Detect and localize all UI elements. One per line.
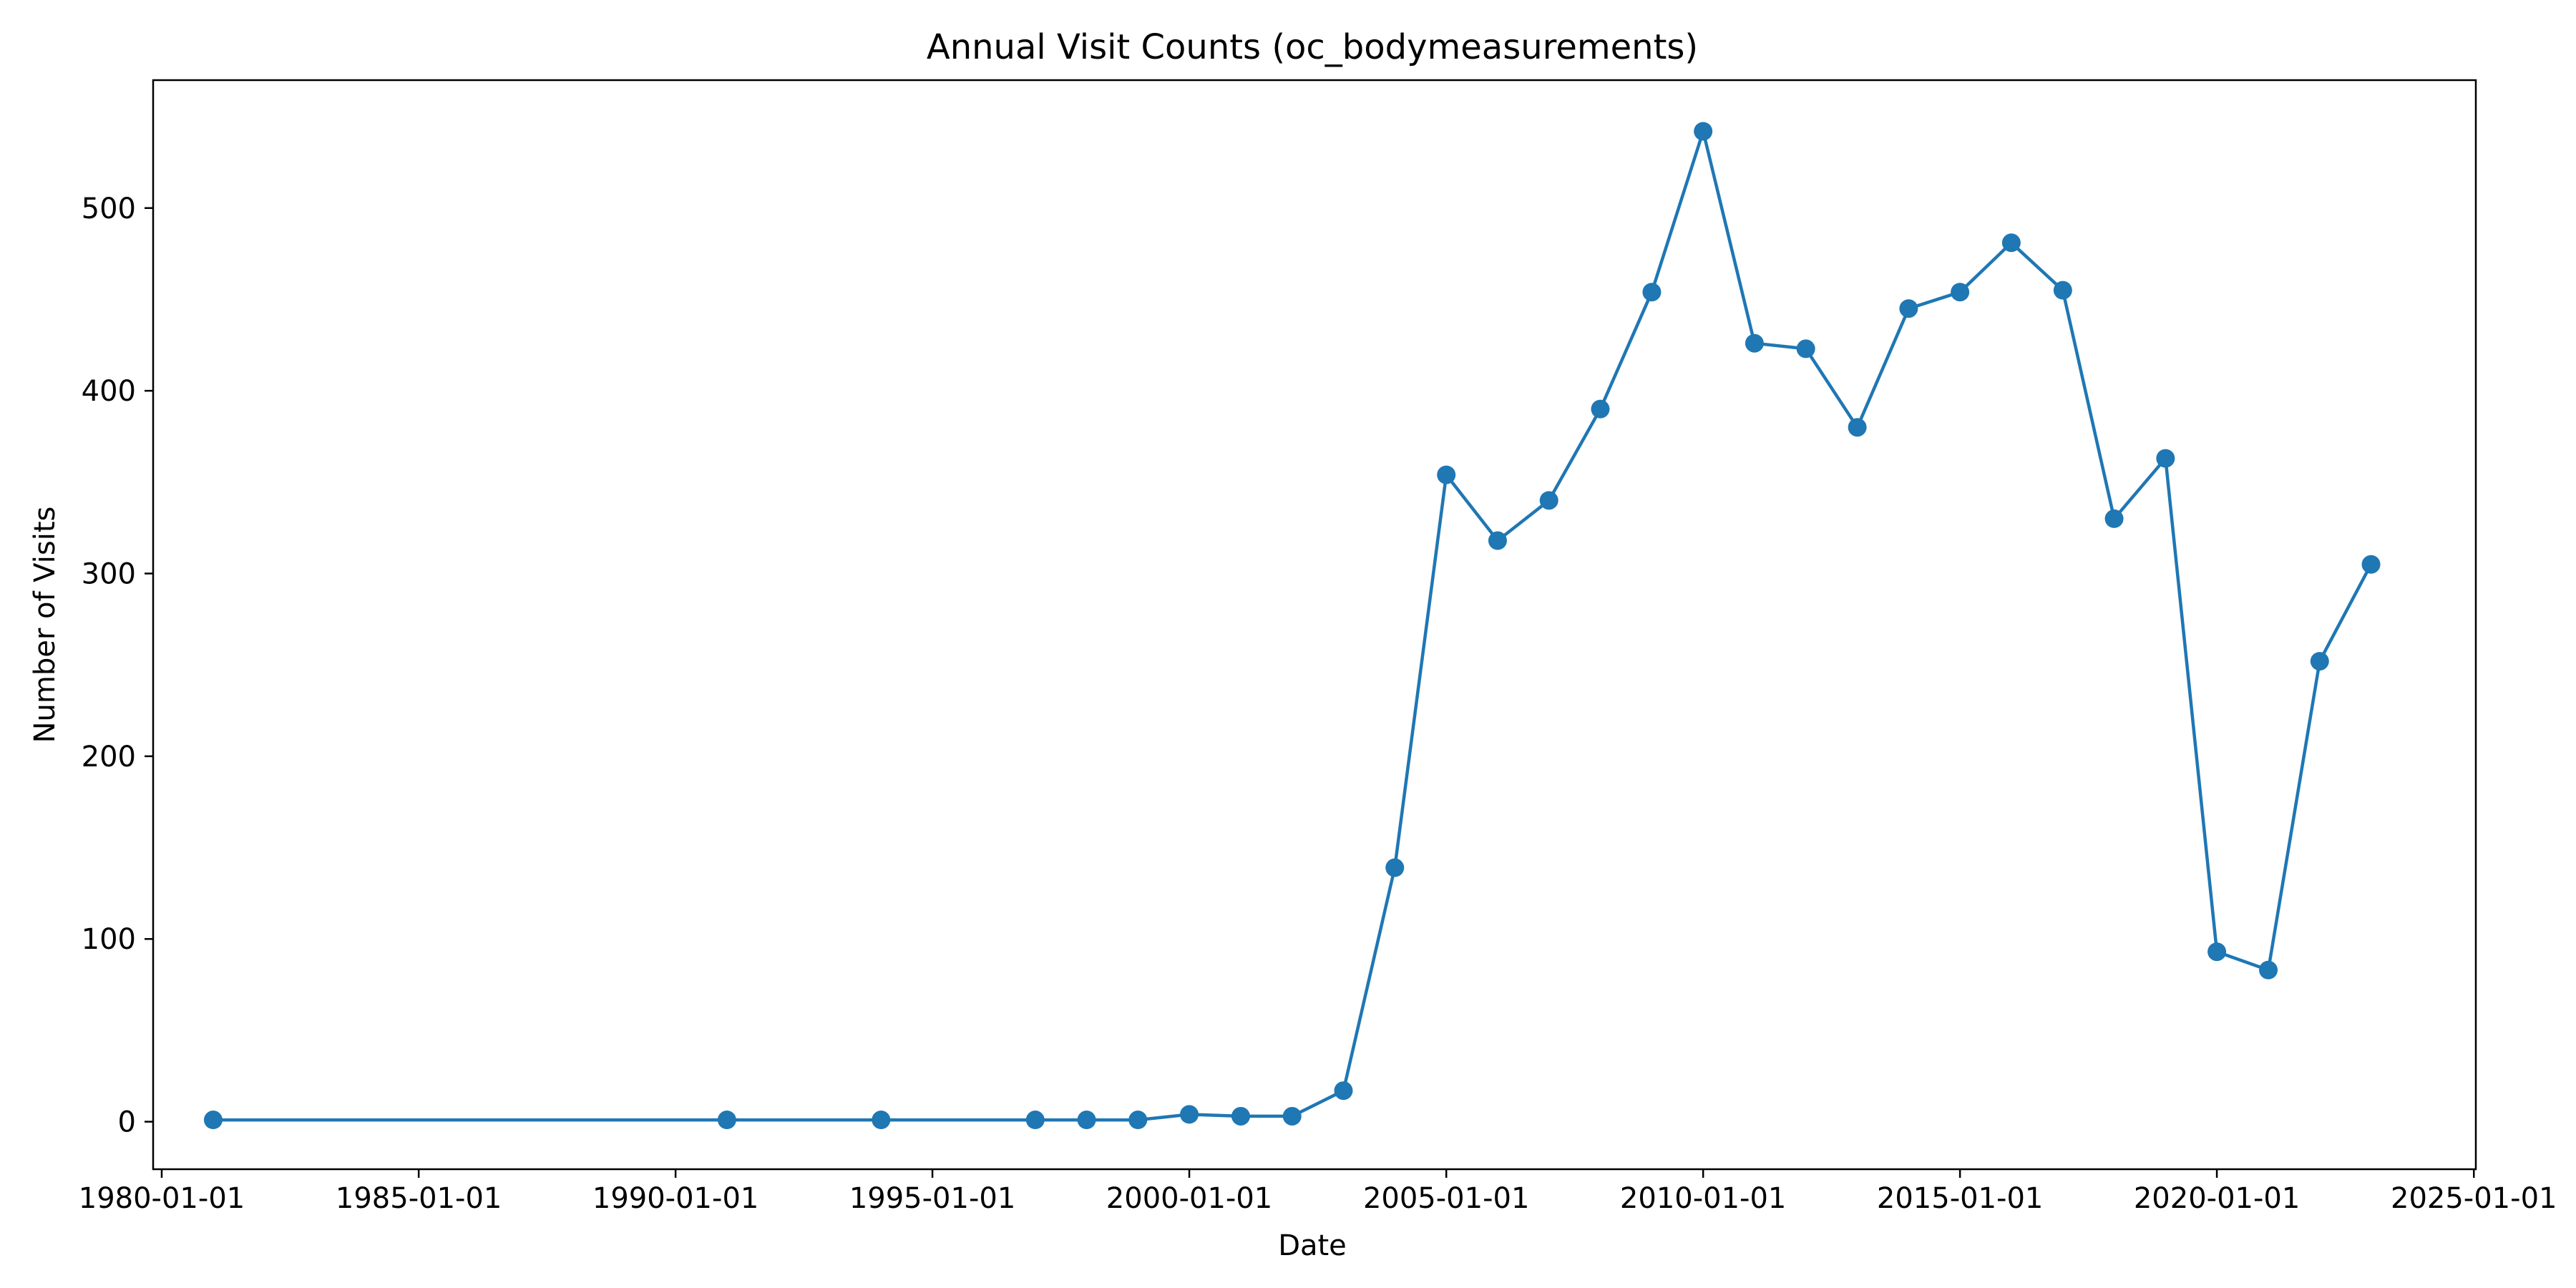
- data-point: [2259, 960, 2278, 980]
- plot-area-frame: [152, 79, 2477, 1171]
- data-point: [1951, 283, 1970, 302]
- data-point: [872, 1111, 891, 1130]
- data-point: [2310, 652, 2329, 671]
- data-point: [2104, 509, 2124, 528]
- x-axis-label: Date: [1278, 1229, 1347, 1262]
- data-point: [203, 1111, 223, 1130]
- data-point: [1745, 333, 1764, 353]
- y-tick-label: 0: [118, 1106, 136, 1139]
- data-point: [1539, 491, 1558, 510]
- data-point: [1231, 1106, 1250, 1126]
- x-tick-label: 1980-01-01: [79, 1182, 245, 1215]
- x-tick-label: 2005-01-01: [1363, 1182, 1529, 1215]
- x-tick-label: 1985-01-01: [336, 1182, 502, 1215]
- data-point: [1128, 1111, 1148, 1130]
- y-tick-label: 200: [82, 741, 136, 774]
- y-axis-label: Number of Visits: [29, 507, 62, 743]
- data-point: [1796, 339, 1815, 358]
- x-tick-label: 2025-01-01: [2391, 1182, 2557, 1215]
- data-point: [1077, 1111, 1096, 1130]
- data-point: [1694, 122, 1713, 141]
- x-tick-label: 2015-01-01: [1877, 1182, 2043, 1215]
- y-tick-label: 100: [82, 923, 136, 956]
- data-point: [1437, 465, 1456, 484]
- x-tick-label: 1990-01-01: [592, 1182, 758, 1215]
- data-point: [2207, 942, 2227, 962]
- x-tick-label: 1995-01-01: [849, 1182, 1015, 1215]
- data-point: [1488, 531, 1507, 550]
- data-point: [1334, 1081, 1353, 1101]
- data-point: [1385, 858, 1405, 877]
- y-tick-label: 300: [82, 557, 136, 590]
- x-tick-label: 2010-01-01: [1620, 1182, 1786, 1215]
- data-point: [1848, 418, 1867, 437]
- series-layer: [203, 122, 2381, 1130]
- data-point: [2053, 280, 2072, 300]
- y-tick-label: 400: [82, 375, 136, 408]
- data-point: [717, 1111, 736, 1130]
- data-point: [1591, 399, 1610, 419]
- data-point: [2001, 233, 2021, 253]
- data-point: [1899, 299, 1918, 318]
- plot-area: [152, 79, 2477, 1171]
- chart-title: Annual Visit Counts (oc_bodymeasurements…: [927, 27, 1698, 67]
- data-point: [1180, 1105, 1199, 1124]
- x-axis: 1980-01-01 1985-01-01 1990-01-01 1995-01-01…: [79, 1169, 2557, 1215]
- data-point: [1282, 1106, 1302, 1126]
- data-point: [2361, 555, 2381, 574]
- data-point: [1025, 1111, 1045, 1130]
- x-tick-label: 2020-01-01: [2134, 1182, 2300, 1215]
- x-tick-label: 2000-01-01: [1106, 1182, 1272, 1215]
- data-point: [2156, 449, 2175, 468]
- y-tick-label: 500: [82, 192, 136, 225]
- data-point: [1642, 283, 1662, 302]
- y-axis: 0 100 200 300 400 500: [82, 192, 153, 1139]
